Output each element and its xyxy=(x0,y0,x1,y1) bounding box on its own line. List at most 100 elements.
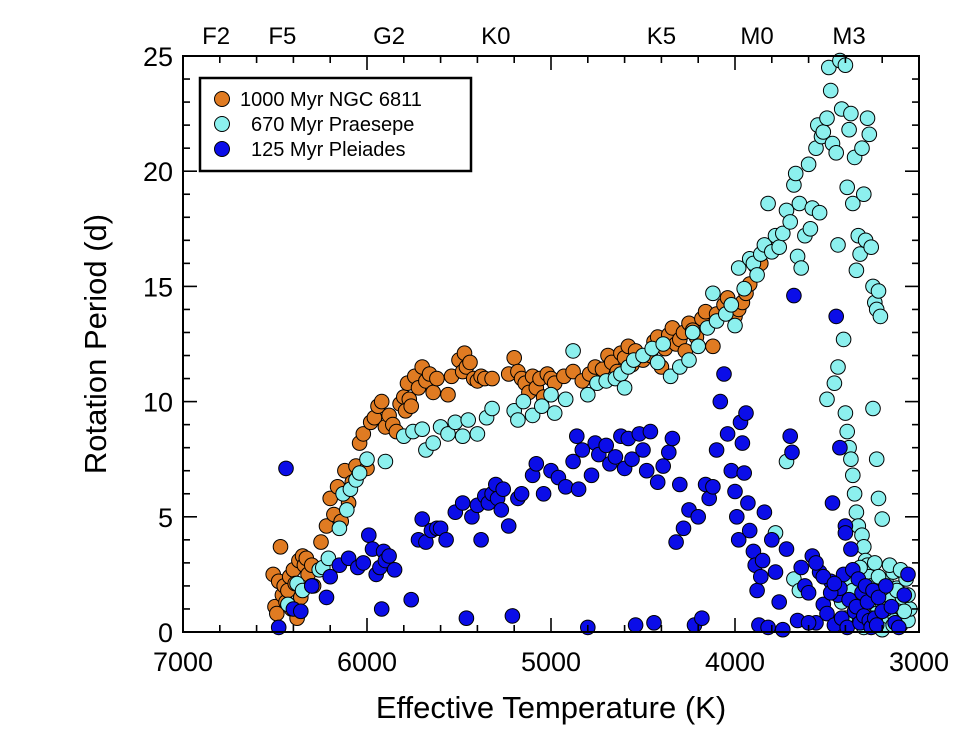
data-point xyxy=(784,444,800,461)
data-point xyxy=(438,532,454,548)
series-2 xyxy=(270,287,916,638)
data-point xyxy=(754,552,771,569)
data-point xyxy=(808,555,824,571)
x-axis-title: Effective Temperature (K) xyxy=(376,690,726,725)
data-point xyxy=(694,610,710,627)
data-point xyxy=(460,412,477,428)
data-point xyxy=(870,283,887,299)
data-point xyxy=(655,458,672,474)
data-point xyxy=(649,354,666,371)
data-point xyxy=(756,504,773,521)
data-point xyxy=(730,260,747,276)
data-point xyxy=(355,555,372,571)
data-point xyxy=(320,550,337,567)
tick-labels: 7000 6000 5000 4000 3000 0 5 10 15 20 25 xyxy=(143,42,949,677)
data-point xyxy=(839,423,856,440)
data-point xyxy=(646,615,662,631)
data-point xyxy=(616,380,633,396)
axis-ticks xyxy=(182,55,920,633)
legend-box xyxy=(198,76,473,173)
x-tick-label: 4000 xyxy=(705,647,765,677)
data-point xyxy=(570,481,587,498)
data-point xyxy=(458,610,475,627)
data-point xyxy=(749,267,765,283)
data-point xyxy=(764,532,780,548)
data-points xyxy=(265,52,918,638)
data-point xyxy=(635,442,651,458)
data-point xyxy=(543,386,559,403)
data-point xyxy=(730,532,747,548)
data-point xyxy=(712,393,729,410)
data-point xyxy=(414,421,431,438)
data-point xyxy=(661,444,677,461)
data-point xyxy=(690,509,707,525)
data-point xyxy=(377,453,394,470)
legend-label-praesepe: 670 Myr Praesepe xyxy=(251,114,414,136)
legend-label-pleiades: 125 Myr Pleiades xyxy=(251,139,406,161)
y-tick-label: 10 xyxy=(143,388,173,418)
data-point xyxy=(355,426,372,442)
data-point xyxy=(863,239,880,255)
data-point xyxy=(811,204,828,221)
data-point xyxy=(386,562,403,578)
data-point xyxy=(304,578,320,594)
data-point xyxy=(802,221,819,237)
data-point xyxy=(684,324,701,341)
data-point xyxy=(469,426,486,442)
data-point xyxy=(293,603,309,620)
data-point xyxy=(515,393,532,410)
data-point xyxy=(484,400,500,417)
data-point xyxy=(649,474,666,491)
data-point xyxy=(815,568,832,585)
legend-marker-pleiades xyxy=(214,141,230,157)
data-point xyxy=(414,511,431,527)
data-point xyxy=(767,564,784,580)
data-point xyxy=(664,430,681,447)
data-point xyxy=(322,568,339,585)
data-point xyxy=(429,370,445,387)
data-point xyxy=(852,246,868,262)
data-point xyxy=(787,165,804,182)
data-point xyxy=(843,451,859,468)
data-point xyxy=(872,308,889,325)
data-point xyxy=(856,186,872,202)
data-point xyxy=(771,594,788,610)
data-point xyxy=(837,525,854,541)
data-point xyxy=(705,285,721,302)
data-point xyxy=(856,539,872,555)
data-point xyxy=(723,462,740,479)
data-point xyxy=(800,156,817,173)
data-point xyxy=(580,386,596,403)
spectral-type-label: M3 xyxy=(832,23,865,50)
data-point xyxy=(741,522,758,539)
data-point xyxy=(662,368,679,385)
data-point xyxy=(546,405,563,421)
data-point xyxy=(373,601,390,617)
data-point xyxy=(782,428,799,445)
y-tick-label: 25 xyxy=(143,42,173,72)
data-point xyxy=(454,495,471,511)
data-point xyxy=(753,568,769,585)
data-point xyxy=(495,481,512,498)
data-point xyxy=(819,391,835,408)
data-point xyxy=(565,453,581,470)
data-point xyxy=(638,462,655,479)
data-point xyxy=(835,331,852,348)
data-point xyxy=(845,195,861,212)
data-point xyxy=(738,405,754,421)
data-point xyxy=(793,260,810,276)
data-point xyxy=(878,578,894,594)
data-point xyxy=(447,414,464,431)
data-point xyxy=(708,442,725,458)
data-point xyxy=(843,541,859,557)
data-point xyxy=(627,617,644,633)
data-point xyxy=(705,479,721,495)
data-point xyxy=(859,110,876,126)
data-point xyxy=(830,237,846,253)
data-point xyxy=(870,490,887,507)
x-tick-label: 3000 xyxy=(889,647,949,677)
y-axis-title: Rotation Period (d) xyxy=(78,214,113,474)
y-tick-label: 5 xyxy=(158,503,173,533)
